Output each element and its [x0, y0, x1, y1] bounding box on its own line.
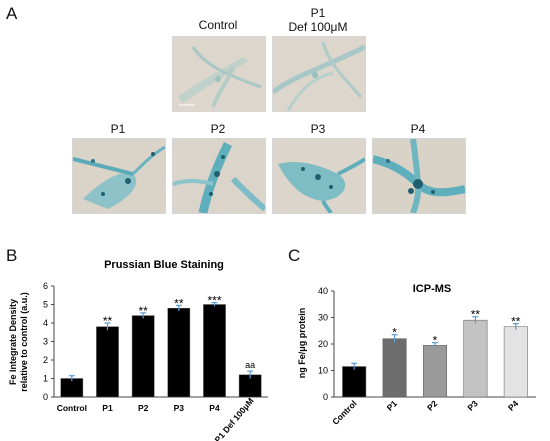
significance-label: * — [433, 334, 438, 348]
significance-label: ** — [511, 315, 521, 329]
micrograph-p1-def — [272, 36, 366, 112]
x-tick-label: Control — [330, 398, 358, 426]
y-tick-label: 5 — [43, 300, 48, 310]
image-label-p1: P1 — [110, 122, 126, 136]
chart-b-y-axis-label: Fe Integrate Density relative to control … — [8, 292, 29, 392]
micrograph-p2 — [172, 138, 266, 214]
significance-label: ** — [138, 304, 148, 318]
y-tick-label: 4 — [43, 318, 48, 328]
x-tick-label: P2 — [138, 403, 149, 413]
image-label-p3: P3 — [310, 122, 326, 136]
y-tick-label: 3 — [43, 337, 48, 347]
bar-p3 — [463, 319, 488, 398]
micrograph-p1 — [72, 138, 166, 214]
bar-p2 — [423, 345, 447, 398]
image-label-control: Control — [198, 18, 238, 32]
y-axis-label-text: ng Fe/μg protein — [297, 308, 307, 379]
x-tick-label: P4 — [209, 403, 220, 413]
x-tick-label: P3 — [174, 403, 185, 413]
bar-control — [342, 366, 367, 398]
x-tick-label: P4 — [506, 398, 521, 413]
micrograph-p4 — [372, 138, 466, 214]
y-tick-label: 1 — [43, 374, 48, 384]
image-label-p4: P4 — [410, 122, 426, 136]
micrograph-control — [172, 36, 266, 112]
x-tick-label: Control — [57, 403, 87, 413]
significance-label: *** — [207, 294, 221, 308]
y-tick-label: 6 — [43, 281, 48, 291]
micrograph-p3 — [272, 138, 366, 214]
chart-b-title: Prussian Blue Staining — [104, 259, 224, 271]
y-axis-label-line: relative to control (a.u.) — [19, 292, 29, 392]
y-tick-label: 20 — [318, 339, 328, 349]
y-tick-label: 0 — [43, 392, 48, 402]
x-tick-label: P1 — [102, 403, 113, 413]
y-axis-label-line: Fe Integrate Density — [8, 299, 18, 385]
x-tick-label: P3 — [465, 398, 480, 413]
panel-letter-c: C — [288, 246, 301, 265]
bar-p1 — [382, 338, 407, 398]
significance-label: ** — [471, 308, 481, 322]
y-tick-label: 2 — [43, 355, 48, 365]
panel-letter-b: B — [6, 246, 18, 265]
y-tick-label: 40 — [318, 286, 328, 296]
y-tick-label: 30 — [318, 313, 328, 323]
significance-label: ** — [174, 296, 184, 310]
significance-label: ** — [103, 314, 113, 328]
x-tick-label: P2 — [425, 398, 440, 413]
x-tick-label: P1 — [385, 398, 400, 413]
chart-b-bars: ****** ***aa — [60, 294, 262, 398]
panel-letter-a: A — [6, 4, 18, 23]
image-label-p1-def: P1 Def 100μM — [288, 6, 348, 34]
y-tick-label: 10 — [318, 366, 328, 376]
chart-c-bars: **** ** — [342, 308, 528, 398]
y-tick-label: 0 — [323, 392, 328, 402]
image-label-p2: P2 — [210, 122, 226, 136]
significance-label: * — [392, 326, 397, 340]
significance-label: aa — [245, 360, 255, 370]
chart-c-title: ICP-MS — [413, 283, 452, 295]
bar-p4 — [503, 326, 528, 398]
chart-c-y-axis-label: ng Fe/μg protein — [297, 308, 307, 379]
